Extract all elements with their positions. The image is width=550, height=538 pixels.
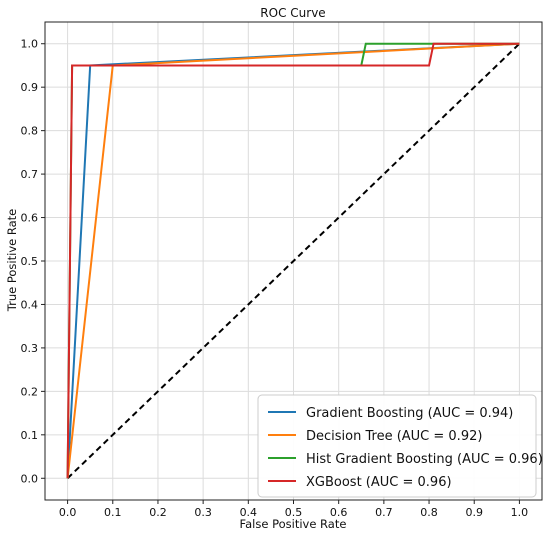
legend-label: Gradient Boosting (AUC = 0.94): [306, 406, 513, 421]
x-tick-label: 0.5: [285, 506, 303, 519]
y-tick-label: 0.2: [21, 385, 39, 398]
y-tick-label: 0.8: [21, 125, 39, 138]
y-tick-label: 0.0: [21, 472, 39, 485]
x-tick-label: 0.0: [59, 506, 77, 519]
x-tick-label: 0.3: [194, 506, 212, 519]
legend: Gradient Boosting (AUC = 0.94) Decision T…: [257, 394, 543, 498]
x-tick-label: 0.6: [330, 506, 348, 519]
y-tick-label: 0.3: [21, 342, 39, 355]
y-tick-label: 0.4: [21, 298, 39, 311]
y-tick-label: 0.1: [21, 429, 39, 442]
y-tick-label: 0.9: [21, 81, 39, 94]
legend-label: Hist Gradient Boosting (AUC = 0.96): [306, 452, 543, 467]
x-tick-label: 0.4: [240, 506, 258, 519]
series-line-3: [66, 42, 520, 479]
x-tick-label: 0.8: [420, 506, 438, 519]
plot-lines: [66, 42, 521, 479]
axis-ticks: 0.0 0.1 0.2 0.3 0.4 0.5 0.6 0.7 0.8 0.9 1.0 0.0 0.1 0…: [21, 38, 529, 519]
x-tick-label: 0.2: [149, 506, 167, 519]
x-tick-label: 0.1: [104, 506, 122, 519]
reference-diagonal-line: [66, 43, 521, 479]
legend-label: XGBoost (AUC = 0.96): [306, 475, 452, 490]
x-axis-label: False Positive Rate: [240, 517, 347, 531]
x-tick-label: 1.0: [511, 506, 529, 519]
chart-title: ROC Curve: [260, 6, 325, 20]
y-tick-label: 0.6: [21, 212, 39, 225]
y-tick-label: 0.5: [21, 255, 39, 268]
y-tick-label: 0.7: [21, 168, 39, 181]
x-tick-label: 0.9: [465, 506, 483, 519]
y-tick-label: 1.0: [21, 38, 39, 51]
y-axis-label: True Positive Rate: [5, 209, 19, 312]
x-tick-label: 0.7: [375, 506, 393, 519]
legend-label: Decision Tree (AUC = 0.92): [306, 429, 482, 444]
legend-box: [257, 394, 537, 498]
